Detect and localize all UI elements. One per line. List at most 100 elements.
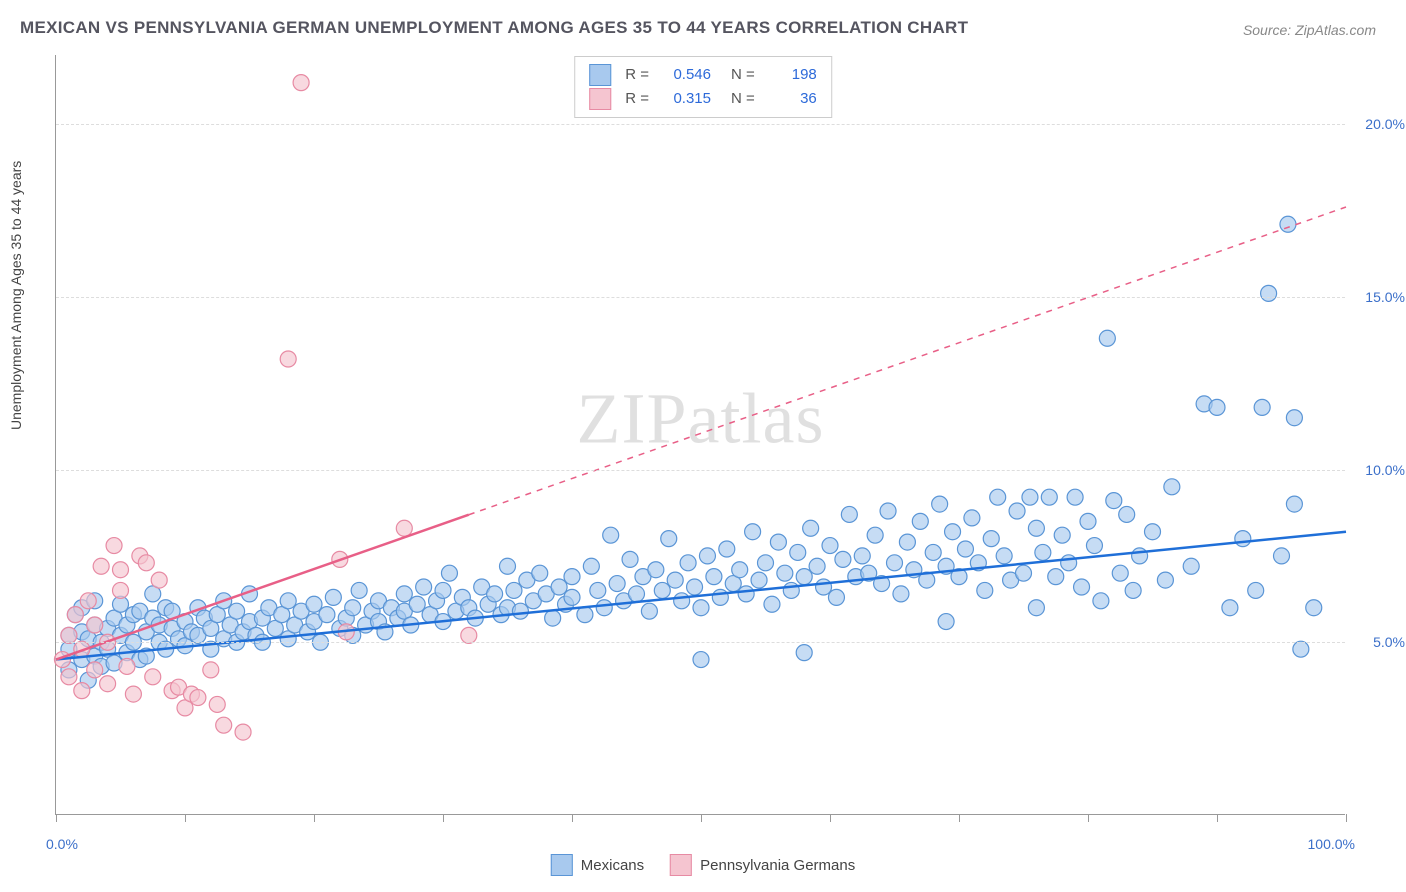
data-point — [712, 589, 728, 605]
data-point — [577, 607, 593, 623]
data-point — [1254, 399, 1270, 415]
data-point — [835, 551, 851, 567]
data-point — [1293, 641, 1309, 657]
x-tick — [959, 814, 960, 822]
data-point — [796, 645, 812, 661]
data-point — [1022, 489, 1038, 505]
data-point — [990, 489, 1006, 505]
data-point — [1067, 489, 1083, 505]
data-point — [1112, 565, 1128, 581]
data-point — [551, 579, 567, 595]
data-point — [680, 555, 696, 571]
data-point — [622, 551, 638, 567]
data-point — [699, 548, 715, 564]
data-point — [280, 351, 296, 367]
data-point — [783, 582, 799, 598]
scatter-plot-svg — [56, 55, 1345, 814]
x-tick — [56, 814, 57, 822]
data-point — [932, 496, 948, 512]
gridline — [56, 470, 1345, 471]
data-point — [964, 510, 980, 526]
data-point — [945, 524, 961, 540]
y-tick-label: 10.0% — [1365, 462, 1405, 478]
data-point — [770, 534, 786, 550]
data-point — [1306, 600, 1322, 616]
legend-swatch — [589, 88, 611, 110]
data-point — [409, 596, 425, 612]
legend-label: Mexicans — [581, 857, 644, 874]
x-tick — [1088, 814, 1089, 822]
data-point — [1054, 527, 1070, 543]
gridline — [56, 642, 1345, 643]
data-point — [1041, 489, 1057, 505]
data-point — [1016, 565, 1032, 581]
data-point — [1261, 285, 1277, 301]
data-point — [938, 614, 954, 630]
data-point — [1157, 572, 1173, 588]
data-point — [899, 534, 915, 550]
data-point — [1222, 600, 1238, 616]
data-point — [957, 541, 973, 557]
data-point — [1009, 503, 1025, 519]
data-point — [87, 617, 103, 633]
data-point — [351, 582, 367, 598]
data-point — [1209, 399, 1225, 415]
chart-plot-area: ZIPatlas 0.0% 100.0% 5.0%10.0%15.0%20.0% — [55, 55, 1345, 815]
legend-swatch — [670, 854, 692, 876]
data-point — [1048, 569, 1064, 585]
source-attribution: Source: ZipAtlas.com — [1243, 22, 1376, 38]
data-point — [325, 589, 341, 605]
legend-swatch — [551, 854, 573, 876]
data-point — [151, 572, 167, 588]
data-point — [777, 565, 793, 581]
data-point — [1183, 558, 1199, 574]
data-point — [396, 586, 412, 602]
data-point — [1028, 520, 1044, 536]
data-point — [532, 565, 548, 581]
data-point — [583, 558, 599, 574]
data-point — [1035, 544, 1051, 560]
n-value: 36 — [765, 87, 817, 111]
data-point — [564, 569, 580, 585]
data-point — [1028, 600, 1044, 616]
data-point — [809, 558, 825, 574]
data-point — [887, 555, 903, 571]
data-point — [293, 75, 309, 91]
data-point — [441, 565, 457, 581]
legend-item: Pennsylvania Germans — [670, 854, 855, 876]
x-tick — [1217, 814, 1218, 822]
data-point — [61, 669, 77, 685]
data-point — [487, 586, 503, 602]
data-point — [1145, 524, 1161, 540]
data-point — [880, 503, 896, 519]
data-point — [190, 690, 206, 706]
data-point — [1099, 330, 1115, 346]
data-point — [229, 603, 245, 619]
n-label: N = — [731, 87, 755, 111]
r-label: R = — [625, 87, 649, 111]
data-point — [1235, 531, 1251, 547]
data-point — [828, 589, 844, 605]
data-point — [345, 600, 361, 616]
data-point — [125, 686, 141, 702]
r-value: 0.546 — [659, 63, 711, 87]
gridline — [56, 124, 1345, 125]
legend-stat-row: R =0.546N =198 — [589, 63, 817, 87]
x-axis-min-label: 0.0% — [46, 836, 78, 852]
data-point — [803, 520, 819, 536]
data-point — [564, 589, 580, 605]
data-point — [145, 669, 161, 685]
data-point — [113, 582, 129, 598]
data-point — [319, 607, 335, 623]
data-point — [758, 555, 774, 571]
data-point — [61, 627, 77, 643]
data-point — [661, 531, 677, 547]
data-point — [745, 524, 761, 540]
chart-title: MEXICAN VS PENNSYLVANIA GERMAN UNEMPLOYM… — [20, 18, 968, 38]
data-point — [1280, 216, 1296, 232]
data-point — [790, 544, 806, 560]
data-point — [138, 555, 154, 571]
data-point — [67, 607, 83, 623]
data-point — [100, 676, 116, 692]
x-tick — [314, 814, 315, 822]
